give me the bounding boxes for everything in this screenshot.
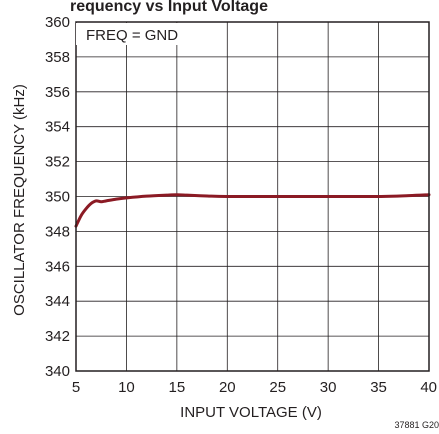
y-tick-label: 360 [45, 14, 70, 31]
x-tick-label: 30 [320, 379, 337, 396]
x-tick-label: 10 [118, 379, 135, 396]
annotation-box [76, 23, 180, 45]
y-axis-title: OSCILLATOR FREQUENCY (kHz) [11, 84, 28, 316]
x-tick-labels: 5 10 15 20 25 30 35 40 [72, 379, 437, 396]
y-tick-label: 358 [45, 49, 70, 66]
x-tick-label: 40 [420, 379, 437, 396]
y-tick-label: 354 [45, 119, 70, 136]
series-line-0 [74, 193, 431, 228]
figure-code: 37881 G20 [394, 420, 439, 430]
plot-frame [75, 21, 430, 372]
y-tick-label: 348 [45, 223, 70, 240]
chart-header: requency vs Input Voltage [70, 0, 268, 15]
y-tick-label: 352 [45, 154, 70, 171]
x-tick-label: 15 [169, 379, 186, 396]
x-tick-label: 35 [370, 379, 387, 396]
y-tick-label: 346 [45, 258, 70, 275]
series-group [74, 193, 431, 228]
x-tick-label: 25 [269, 379, 286, 396]
y-tick-label: 350 [45, 189, 70, 206]
x-tick-label: 5 [72, 379, 80, 396]
y-tick-label: 340 [45, 363, 70, 380]
x-axis-title: INPUT VOLTAGE (V) [180, 404, 322, 421]
y-tick-label: 356 [45, 84, 70, 101]
y-tick-label: 342 [45, 328, 70, 345]
x-tick-label: 20 [219, 379, 236, 396]
y-tick-label: 344 [45, 293, 70, 310]
y-tick-labels: 340 342 344 346 348 350 352 354 356 358 360 [45, 14, 70, 380]
annotation-text: FREQ = GND [86, 27, 178, 44]
